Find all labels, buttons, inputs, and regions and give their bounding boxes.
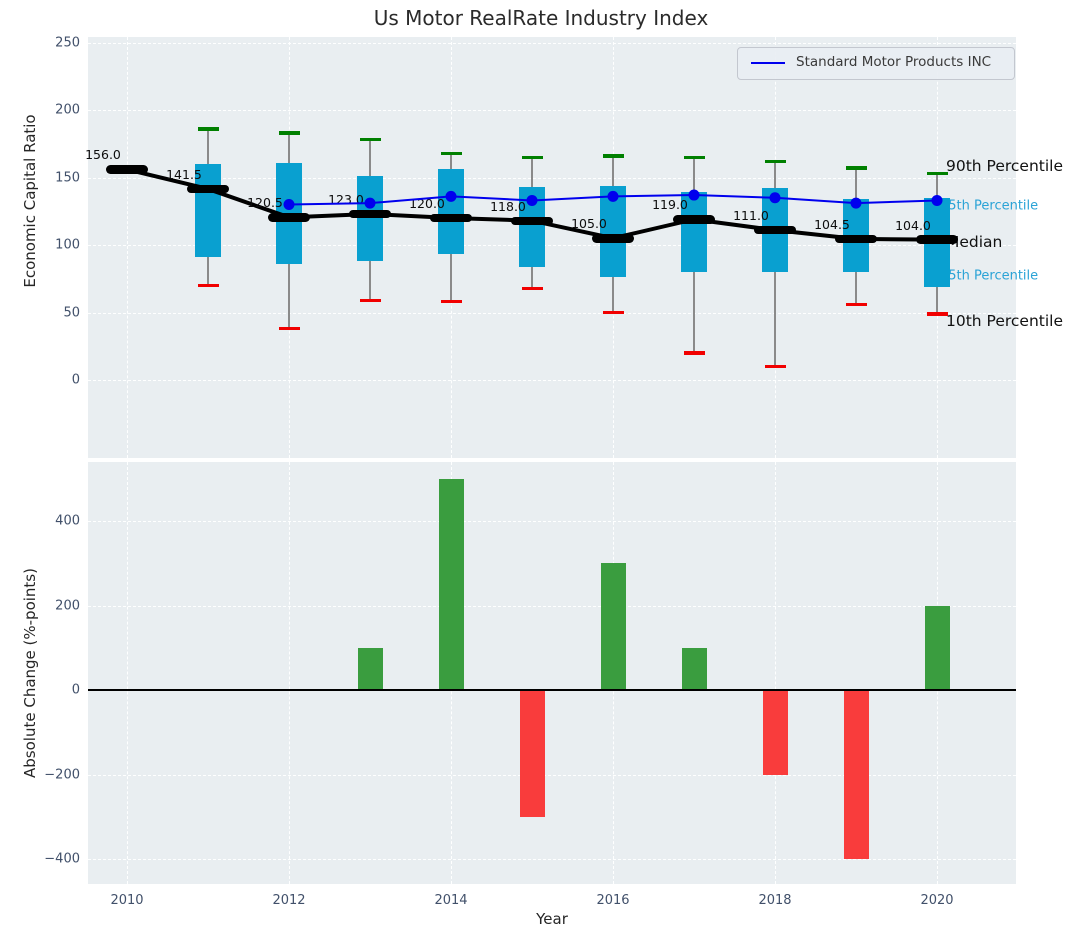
bar-positive <box>925 606 950 691</box>
bar-negative <box>763 690 788 775</box>
chart-title: Us Motor RealRate Industry Index <box>0 6 1082 30</box>
top-plot-area: 90th Percentile75th PercentileMedian25th… <box>88 37 1016 458</box>
bar-positive <box>439 479 464 690</box>
gridline-h <box>88 521 1016 522</box>
y-tick-label: −400 <box>30 852 80 867</box>
x-tick-label: 2018 <box>758 893 791 908</box>
x-tick-label: 2020 <box>920 893 953 908</box>
y-tick-label: 0 <box>38 373 80 388</box>
legend-line-sample <box>751 62 785 64</box>
top-y-axis-label: Economic Capital Ratio <box>21 81 39 321</box>
company-line-svg <box>88 37 1016 458</box>
y-tick-label: 200 <box>30 598 80 613</box>
bar-positive <box>682 648 707 690</box>
company-point <box>932 195 943 206</box>
x-tick-label: 2016 <box>596 893 629 908</box>
company-point <box>365 198 376 209</box>
company-point <box>770 192 781 203</box>
company-point <box>851 198 862 209</box>
y-tick-label: 150 <box>38 170 80 185</box>
bar-positive <box>601 563 626 690</box>
bar-positive <box>358 648 383 690</box>
gridline-v <box>775 462 776 884</box>
gridline-h <box>88 775 1016 776</box>
y-tick-label: −200 <box>30 767 80 782</box>
company-point <box>527 195 538 206</box>
legend-entry-label: Standard Motor Products INC <box>796 54 991 70</box>
zero-baseline <box>88 689 1016 691</box>
gridline-h <box>88 859 1016 860</box>
gridline-h <box>88 606 1016 607</box>
company-point <box>608 191 619 202</box>
x-tick-label: 2012 <box>272 893 305 908</box>
gridline-v <box>289 462 290 884</box>
y-tick-label: 50 <box>38 305 80 320</box>
y-tick-label: 250 <box>38 35 80 50</box>
gridline-v <box>127 462 128 884</box>
bar-negative <box>844 690 869 859</box>
y-tick-label: 200 <box>38 103 80 118</box>
company-point <box>689 190 700 201</box>
company-point <box>284 199 295 210</box>
y-tick-label: 0 <box>30 683 80 698</box>
x-tick-label: 2014 <box>434 893 467 908</box>
bar-negative <box>520 690 545 817</box>
figure: Us Motor RealRate Industry Index 90th Pe… <box>0 0 1082 942</box>
y-tick-label: 100 <box>38 238 80 253</box>
y-tick-label: 400 <box>30 514 80 529</box>
company-point <box>446 191 457 202</box>
x-tick-label: 2010 <box>110 893 143 908</box>
legend: Standard Motor Products INC <box>737 47 1015 80</box>
x-axis-label: Year <box>88 910 1016 928</box>
bottom-plot-area <box>88 462 1016 884</box>
